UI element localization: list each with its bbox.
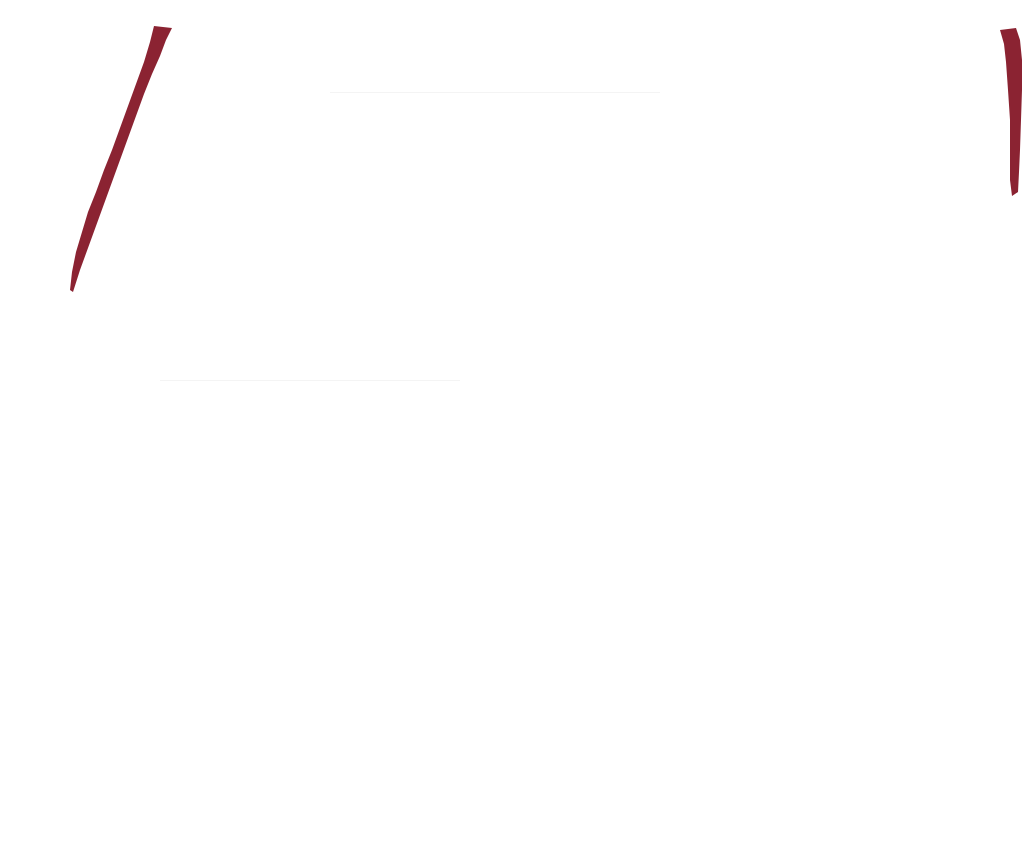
- left-brush-stroke: [70, 26, 172, 292]
- right-brush-stroke: [1000, 28, 1022, 196]
- faint-line-top: [330, 92, 660, 93]
- faint-line-middle: [160, 380, 460, 381]
